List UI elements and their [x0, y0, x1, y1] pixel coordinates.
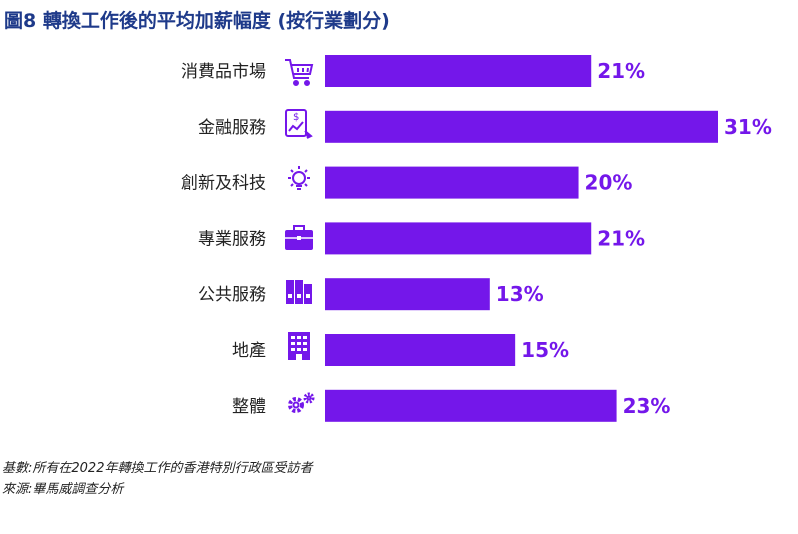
svg-text:$: $ — [293, 112, 299, 123]
source-note: 來源:畢馬威調查分析 — [2, 482, 124, 497]
category-label: 地產 — [232, 341, 266, 361]
bar — [325, 110, 718, 143]
files-icon — [286, 280, 312, 304]
bar — [325, 389, 617, 422]
category-label: 公共服務 — [198, 285, 266, 305]
bar — [325, 55, 592, 87]
gears-icon — [288, 392, 315, 413]
value-label: 23% — [623, 394, 671, 418]
value-label: 31% — [724, 115, 772, 139]
bar — [325, 334, 516, 366]
category-label: 消費品市場 — [181, 62, 266, 82]
bar — [325, 222, 592, 255]
value-label: 21% — [597, 59, 645, 83]
category-label: 整體 — [232, 397, 266, 417]
category-label: 專業服務 — [198, 229, 266, 249]
building-icon — [288, 332, 310, 360]
value-label: 15% — [521, 338, 569, 362]
category-label: 金融服務 — [198, 118, 266, 138]
value-label: 20% — [585, 171, 633, 195]
chart-title: 圖8 轉換工作後的平均加薪幅度 (按行業劃分) — [4, 10, 390, 32]
category-label: 創新及科技 — [181, 174, 266, 194]
bar — [325, 166, 579, 199]
shopping-cart-icon — [285, 59, 314, 86]
lightbulb-icon — [288, 166, 310, 190]
finance-tablet-icon: $ — [285, 109, 313, 139]
value-label: 13% — [496, 282, 544, 306]
value-label: 21% — [597, 226, 645, 250]
briefcase-icon — [285, 225, 313, 250]
category-icons: $ — [285, 59, 315, 413]
base-note: 基數:所有在2022年轉換工作的香港特別行政區受訪者 — [2, 461, 313, 476]
bar — [325, 278, 490, 311]
bars: 消費品市場 21% 金融服務 31% 創新及科技 20% 專業服務 21% 公共服務 13% 地產 1… — [181, 55, 772, 422]
chart-notes: 基數:所有在2022年轉換工作的香港特別行政區受訪者 來源:畢馬威調查分析 — [2, 458, 312, 500]
bar-chart: $ — [181, 55, 772, 422]
